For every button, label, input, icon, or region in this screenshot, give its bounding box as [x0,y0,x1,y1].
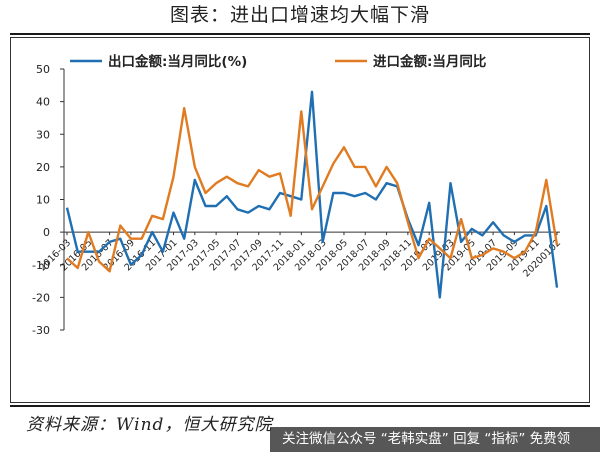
y-tick-label: -20 [32,291,50,304]
chart-title: 图表：进出口增速均大幅下滑 [169,4,430,26]
y-tick-label: -30 [32,324,50,337]
legend: 出口金额:当月同比(%) 进口金额:当月同比 [70,53,486,70]
y-tick-label: 0 [43,226,50,239]
legend-export-label: 出口金额:当月同比(%) [108,53,247,70]
chart-frame [10,37,590,403]
y-tick-label: 30 [36,128,50,141]
series-layer [65,90,559,299]
y-tick-label: 10 [36,194,50,207]
y-tick-label: 20 [36,161,50,174]
legend-import-label: 进口金额:当月同比 [373,53,486,70]
y-tick-label: 40 [36,96,50,109]
import-growth-line [66,106,559,273]
title-divider [10,33,590,35]
source-divider [10,405,590,407]
export-growth-line [65,90,559,299]
axis-layer: -30-20-10010203040502016-032016-052016-0… [32,63,563,337]
y-tick-label: -10 [32,259,50,272]
source-note: 资料来源：Wind，恒大研究院 [26,415,273,435]
y-tick-label: 50 [36,63,50,76]
watermark-banner: 关注微信公众号 “老韩实盘” 回复 “指标” 免费领 [270,427,600,452]
